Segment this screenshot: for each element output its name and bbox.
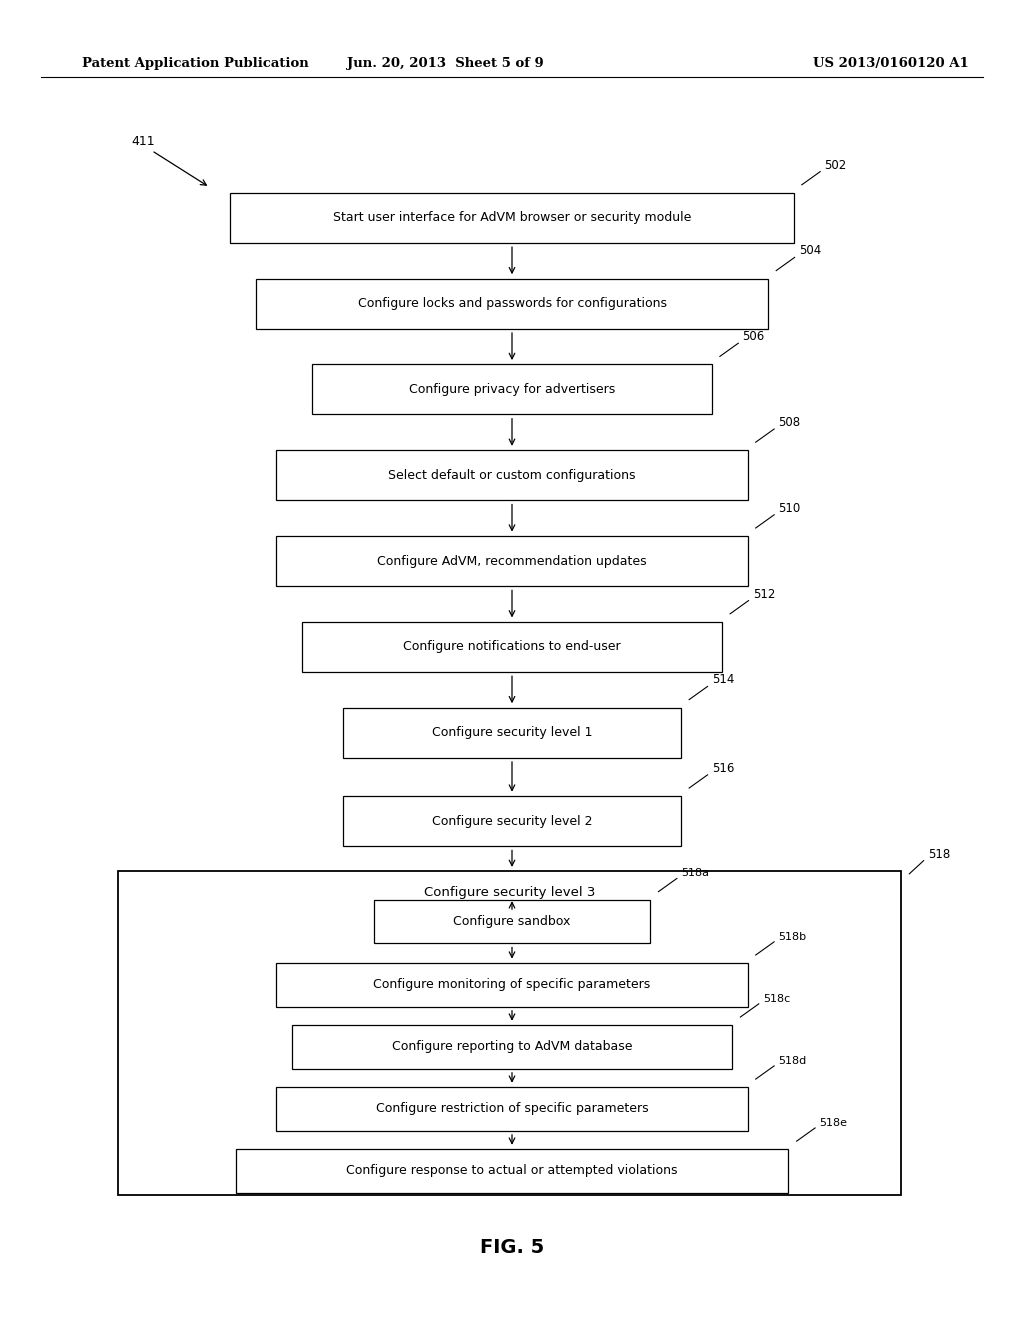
Text: Select default or custom configurations: Select default or custom configurations bbox=[388, 469, 636, 482]
Text: Configure sandbox: Configure sandbox bbox=[454, 915, 570, 928]
Text: 518c: 518c bbox=[763, 994, 791, 1003]
Text: FIG. 5: FIG. 5 bbox=[480, 1238, 544, 1257]
Text: 518e: 518e bbox=[819, 1118, 847, 1127]
Bar bbox=[256, 279, 768, 329]
Bar bbox=[374, 900, 650, 942]
Text: US 2013/0160120 A1: US 2013/0160120 A1 bbox=[813, 57, 969, 70]
Text: 504: 504 bbox=[799, 244, 821, 257]
Text: 518a: 518a bbox=[681, 869, 709, 879]
Text: 518b: 518b bbox=[778, 932, 806, 942]
Text: Configure security level 3: Configure security level 3 bbox=[424, 886, 595, 899]
Bar bbox=[312, 364, 712, 414]
Text: 514: 514 bbox=[712, 673, 734, 686]
Bar bbox=[302, 622, 722, 672]
Bar bbox=[292, 1024, 732, 1069]
Text: 518d: 518d bbox=[778, 1056, 807, 1067]
Text: 506: 506 bbox=[742, 330, 765, 343]
Text: Configure reporting to AdVM database: Configure reporting to AdVM database bbox=[392, 1040, 632, 1053]
Bar bbox=[276, 1088, 748, 1130]
Text: Jun. 20, 2013  Sheet 5 of 9: Jun. 20, 2013 Sheet 5 of 9 bbox=[347, 57, 544, 70]
Text: Configure locks and passwords for configurations: Configure locks and passwords for config… bbox=[357, 297, 667, 310]
Text: 502: 502 bbox=[824, 158, 847, 172]
Bar bbox=[230, 193, 794, 243]
Text: Start user interface for AdVM browser or security module: Start user interface for AdVM browser or… bbox=[333, 211, 691, 224]
Text: 411: 411 bbox=[131, 135, 155, 148]
Text: Configure security level 2: Configure security level 2 bbox=[432, 814, 592, 828]
Text: Configure privacy for advertisers: Configure privacy for advertisers bbox=[409, 383, 615, 396]
Text: Configure monitoring of specific parameters: Configure monitoring of specific paramet… bbox=[374, 978, 650, 991]
Bar bbox=[236, 1148, 788, 1193]
Bar bbox=[276, 536, 748, 586]
Text: Configure notifications to end-user: Configure notifications to end-user bbox=[403, 640, 621, 653]
Text: 508: 508 bbox=[778, 416, 801, 429]
Text: 510: 510 bbox=[778, 502, 801, 515]
Bar bbox=[276, 964, 748, 1006]
Text: Configure AdVM, recommendation updates: Configure AdVM, recommendation updates bbox=[377, 554, 647, 568]
Text: 518: 518 bbox=[928, 847, 950, 861]
Text: Configure security level 1: Configure security level 1 bbox=[432, 726, 592, 739]
Text: 516: 516 bbox=[712, 762, 734, 775]
Text: Configure restriction of specific parameters: Configure restriction of specific parame… bbox=[376, 1102, 648, 1115]
Text: 512: 512 bbox=[753, 587, 775, 601]
Bar bbox=[343, 796, 681, 846]
Text: Configure response to actual or attempted violations: Configure response to actual or attempte… bbox=[346, 1164, 678, 1177]
Bar bbox=[343, 708, 681, 758]
Bar bbox=[118, 871, 901, 1195]
Bar bbox=[276, 450, 748, 500]
Text: Patent Application Publication: Patent Application Publication bbox=[82, 57, 308, 70]
